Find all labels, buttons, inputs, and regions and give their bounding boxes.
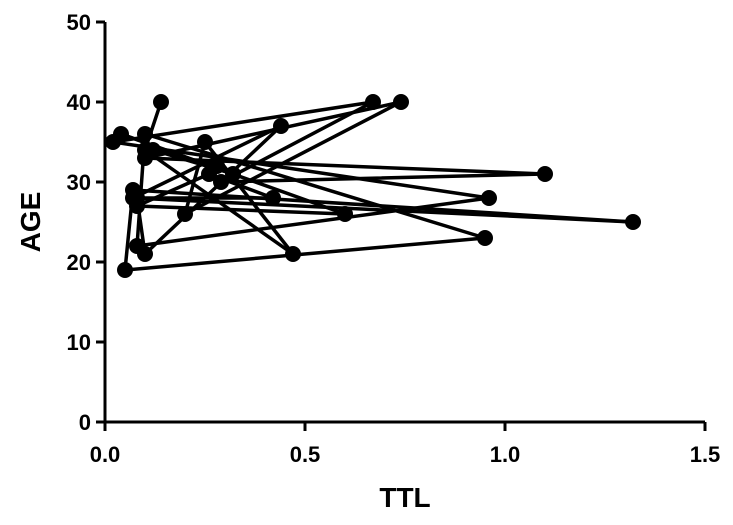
x-tick-label: 0.5 (290, 442, 321, 467)
data-point (113, 126, 129, 142)
series-segment (111, 140, 491, 200)
x-tick-label: 0.0 (90, 442, 121, 467)
series-segment (135, 196, 491, 248)
data-point (337, 206, 353, 222)
data-point (213, 174, 229, 190)
x-tick-label: 1.0 (490, 442, 521, 467)
y-tick-label: 50 (67, 10, 91, 35)
data-point (265, 190, 281, 206)
x-tick-label: 1.5 (690, 442, 721, 467)
series-point-group (105, 94, 641, 278)
y-tick-label: 20 (67, 250, 91, 275)
y-tick-label: 40 (67, 90, 91, 115)
series-segment (151, 148, 219, 168)
data-point (393, 94, 409, 110)
data-point (625, 214, 641, 230)
series-segment (219, 172, 547, 184)
axes-group (103, 22, 705, 424)
data-point (365, 94, 381, 110)
data-point (137, 126, 153, 142)
series-segment (219, 100, 375, 184)
data-point (225, 166, 241, 182)
data-point (481, 190, 497, 206)
series-segment (135, 172, 211, 208)
data-point (273, 118, 289, 134)
y-tick-label: 0 (79, 410, 91, 435)
series-segment (131, 196, 635, 224)
series-segment (111, 100, 375, 144)
data-point (537, 166, 553, 182)
series-path-group (111, 100, 635, 272)
series-segment (135, 204, 347, 216)
data-point (137, 246, 153, 262)
y-tick-label: 30 (67, 170, 91, 195)
data-point (129, 198, 145, 214)
data-point (209, 158, 225, 174)
series-segment (143, 132, 487, 240)
y-tick-group: 0 10 20 30 40 50 (67, 10, 105, 435)
y-tick-label: 10 (67, 330, 91, 355)
data-point (117, 262, 133, 278)
series-segment (123, 236, 487, 272)
x-tick-group: 0.0 0.5 1.0 1.5 (90, 422, 721, 467)
data-point (153, 94, 169, 110)
data-point (177, 206, 193, 222)
data-point (197, 134, 213, 150)
y-axis-title: AGE (15, 192, 46, 253)
data-point (145, 142, 161, 158)
data-point (477, 230, 493, 246)
data-point (285, 246, 301, 262)
x-axis-title: TTL (379, 482, 430, 513)
series-segment (143, 124, 283, 256)
